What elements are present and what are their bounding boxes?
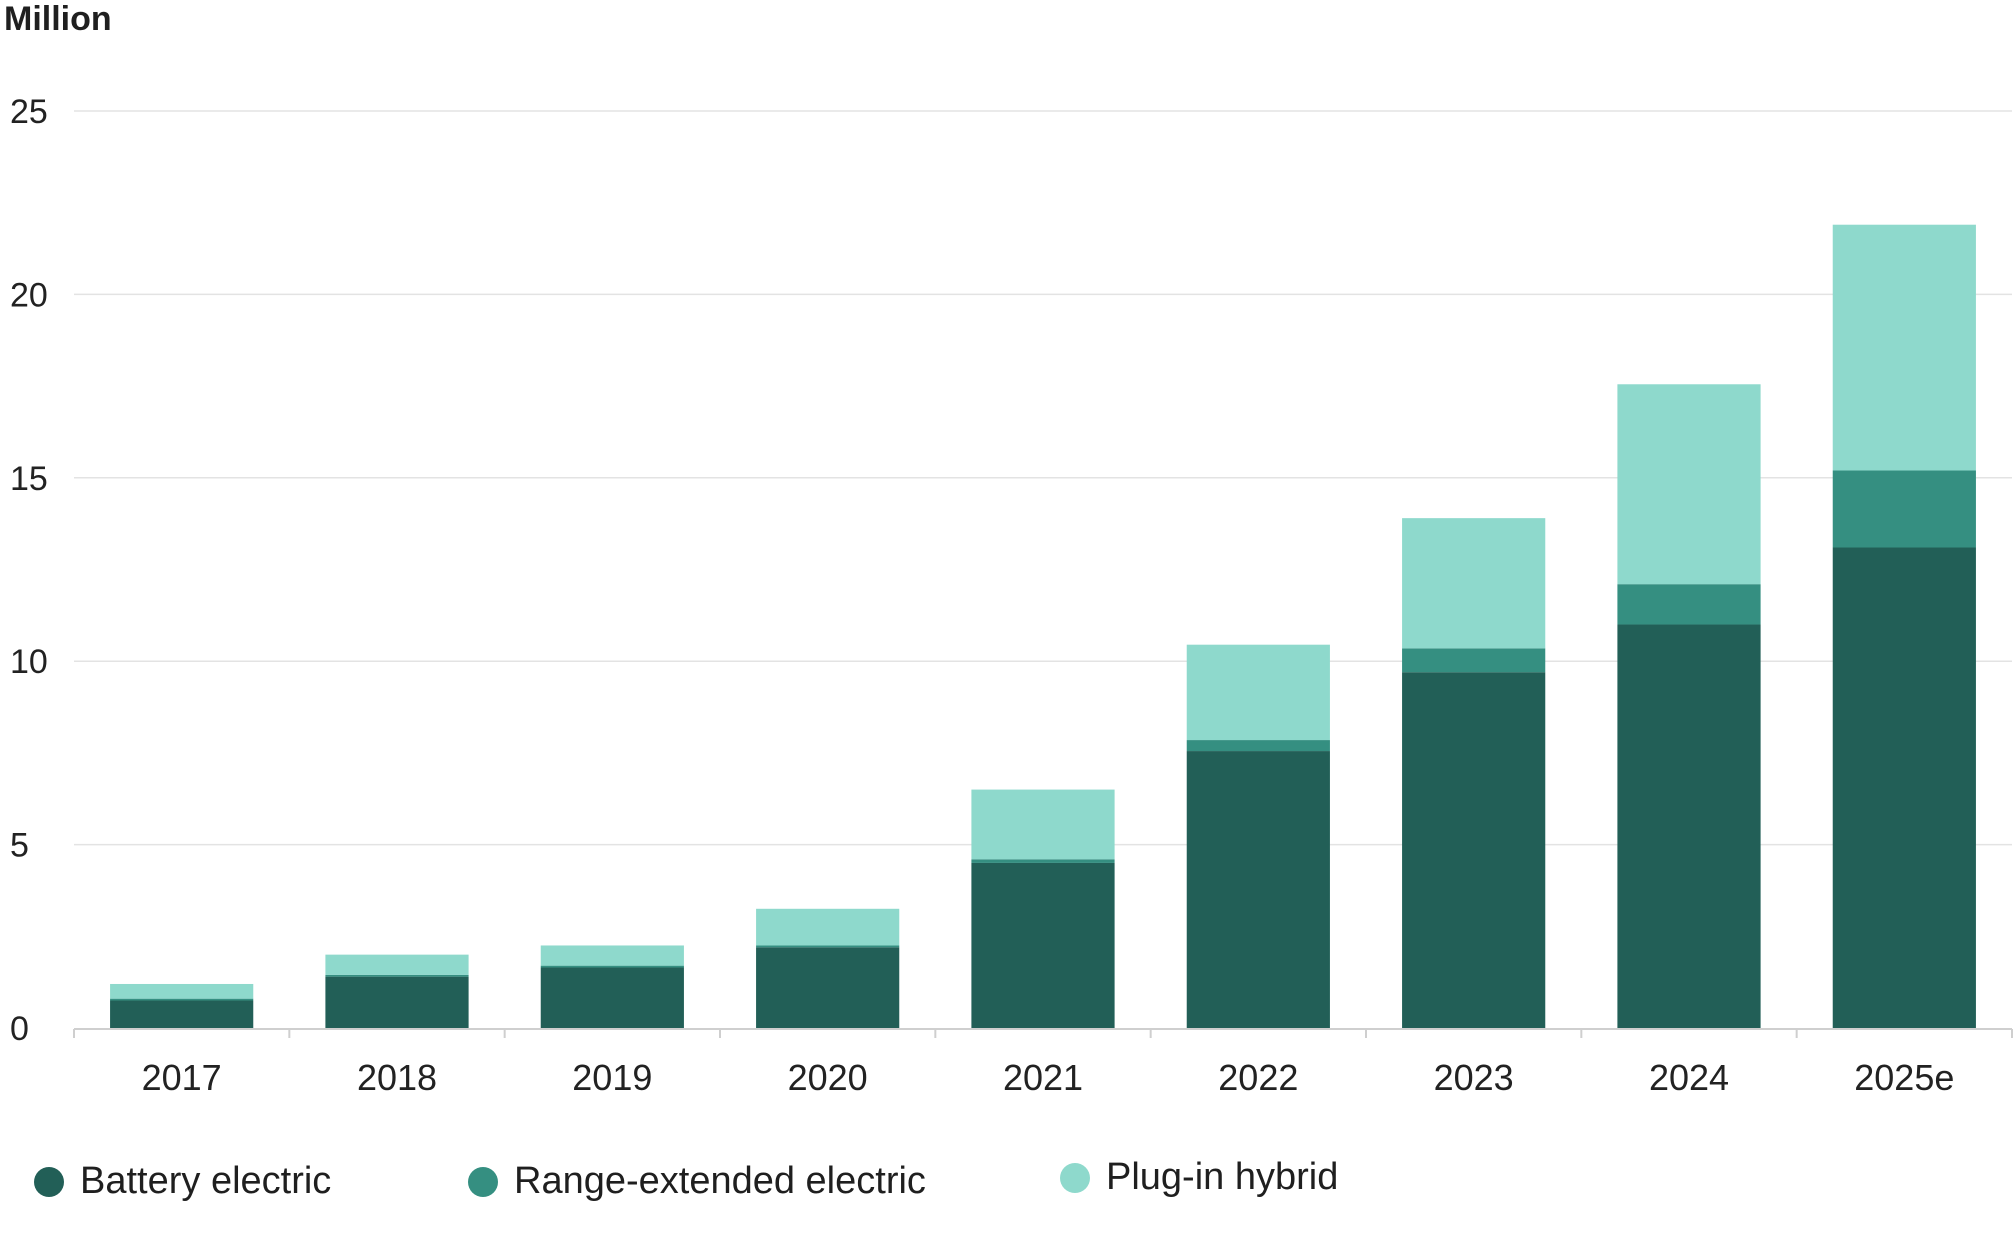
bar-segment [540,945,684,966]
bar-segment [971,789,1115,860]
bar-segment [756,947,900,1028]
bar-segment [1617,384,1761,585]
bar-segment [756,908,900,946]
legend-label: Battery electric [80,1160,332,1202]
bar-segment [110,1000,254,1028]
y-tick-label: 15 [10,460,48,498]
legend-item-plug-in-hybrid: Plug-in hybrid [1060,1156,1338,1199]
bar-segment [1402,648,1546,673]
bar-segment [1186,740,1330,752]
bar-segment [1617,584,1761,625]
y-tick-label: 0 [10,1010,29,1048]
bars [110,224,1976,1028]
legend-label: Plug-in hybrid [1106,1156,1339,1198]
bar-segment [1617,624,1761,1028]
x-tick-label: 2021 [1003,1057,1083,1098]
bar-segment [1832,224,1976,471]
bar-segment [756,945,900,948]
bar-segment [110,998,254,1001]
legend: Battery electric Range-extended electric… [30,1156,1430,1220]
bar-segment [1832,547,1976,1028]
y-tick-label: 20 [10,276,48,314]
unit-label: Million [4,0,112,38]
x-tick-label: 2017 [142,1057,222,1098]
x-tick-label: 2018 [357,1057,437,1098]
bar-segment [325,954,469,975]
bar-segment [1186,751,1330,1028]
x-tick-label: 2019 [572,1057,652,1098]
y-tick-label: 25 [10,93,48,131]
bar-segment [325,974,469,977]
legend-item-battery-electric: Battery electric [34,1160,331,1203]
x-tick-label: 2020 [788,1057,868,1098]
bar-segment [971,859,1115,863]
y-tick-label: 5 [10,827,29,865]
bar-segment [1186,644,1330,741]
x-axis: 2017 2018 2019 2020 2021 2022 2023 2024 2025e [73,1028,2013,1098]
legend-item-range-extended-electric: Range-extended electric [468,1160,926,1203]
bar-segment [1402,518,1546,649]
y-axis-ticks: 0 5 10 15 20 25 [10,93,48,1048]
y-tick-label: 10 [10,643,48,681]
x-tick-label: 2024 [1649,1057,1729,1098]
legend-swatch [468,1166,498,1197]
x-tick-label: 2022 [1218,1057,1298,1098]
bar-segment [325,976,469,1028]
x-tick-label: 2025e [1854,1057,1954,1098]
bar-segment [110,983,254,999]
bar-segment [540,967,684,1028]
legend-label: Range-extended electric [514,1160,926,1202]
x-tick-label: 2023 [1434,1057,1514,1098]
legend-swatch [34,1166,64,1197]
bar-segment [1402,672,1546,1028]
bar-segment [540,965,684,968]
bar-segment [971,862,1115,1028]
bar-segment [1832,470,1976,548]
legend-swatch [1060,1162,1090,1193]
